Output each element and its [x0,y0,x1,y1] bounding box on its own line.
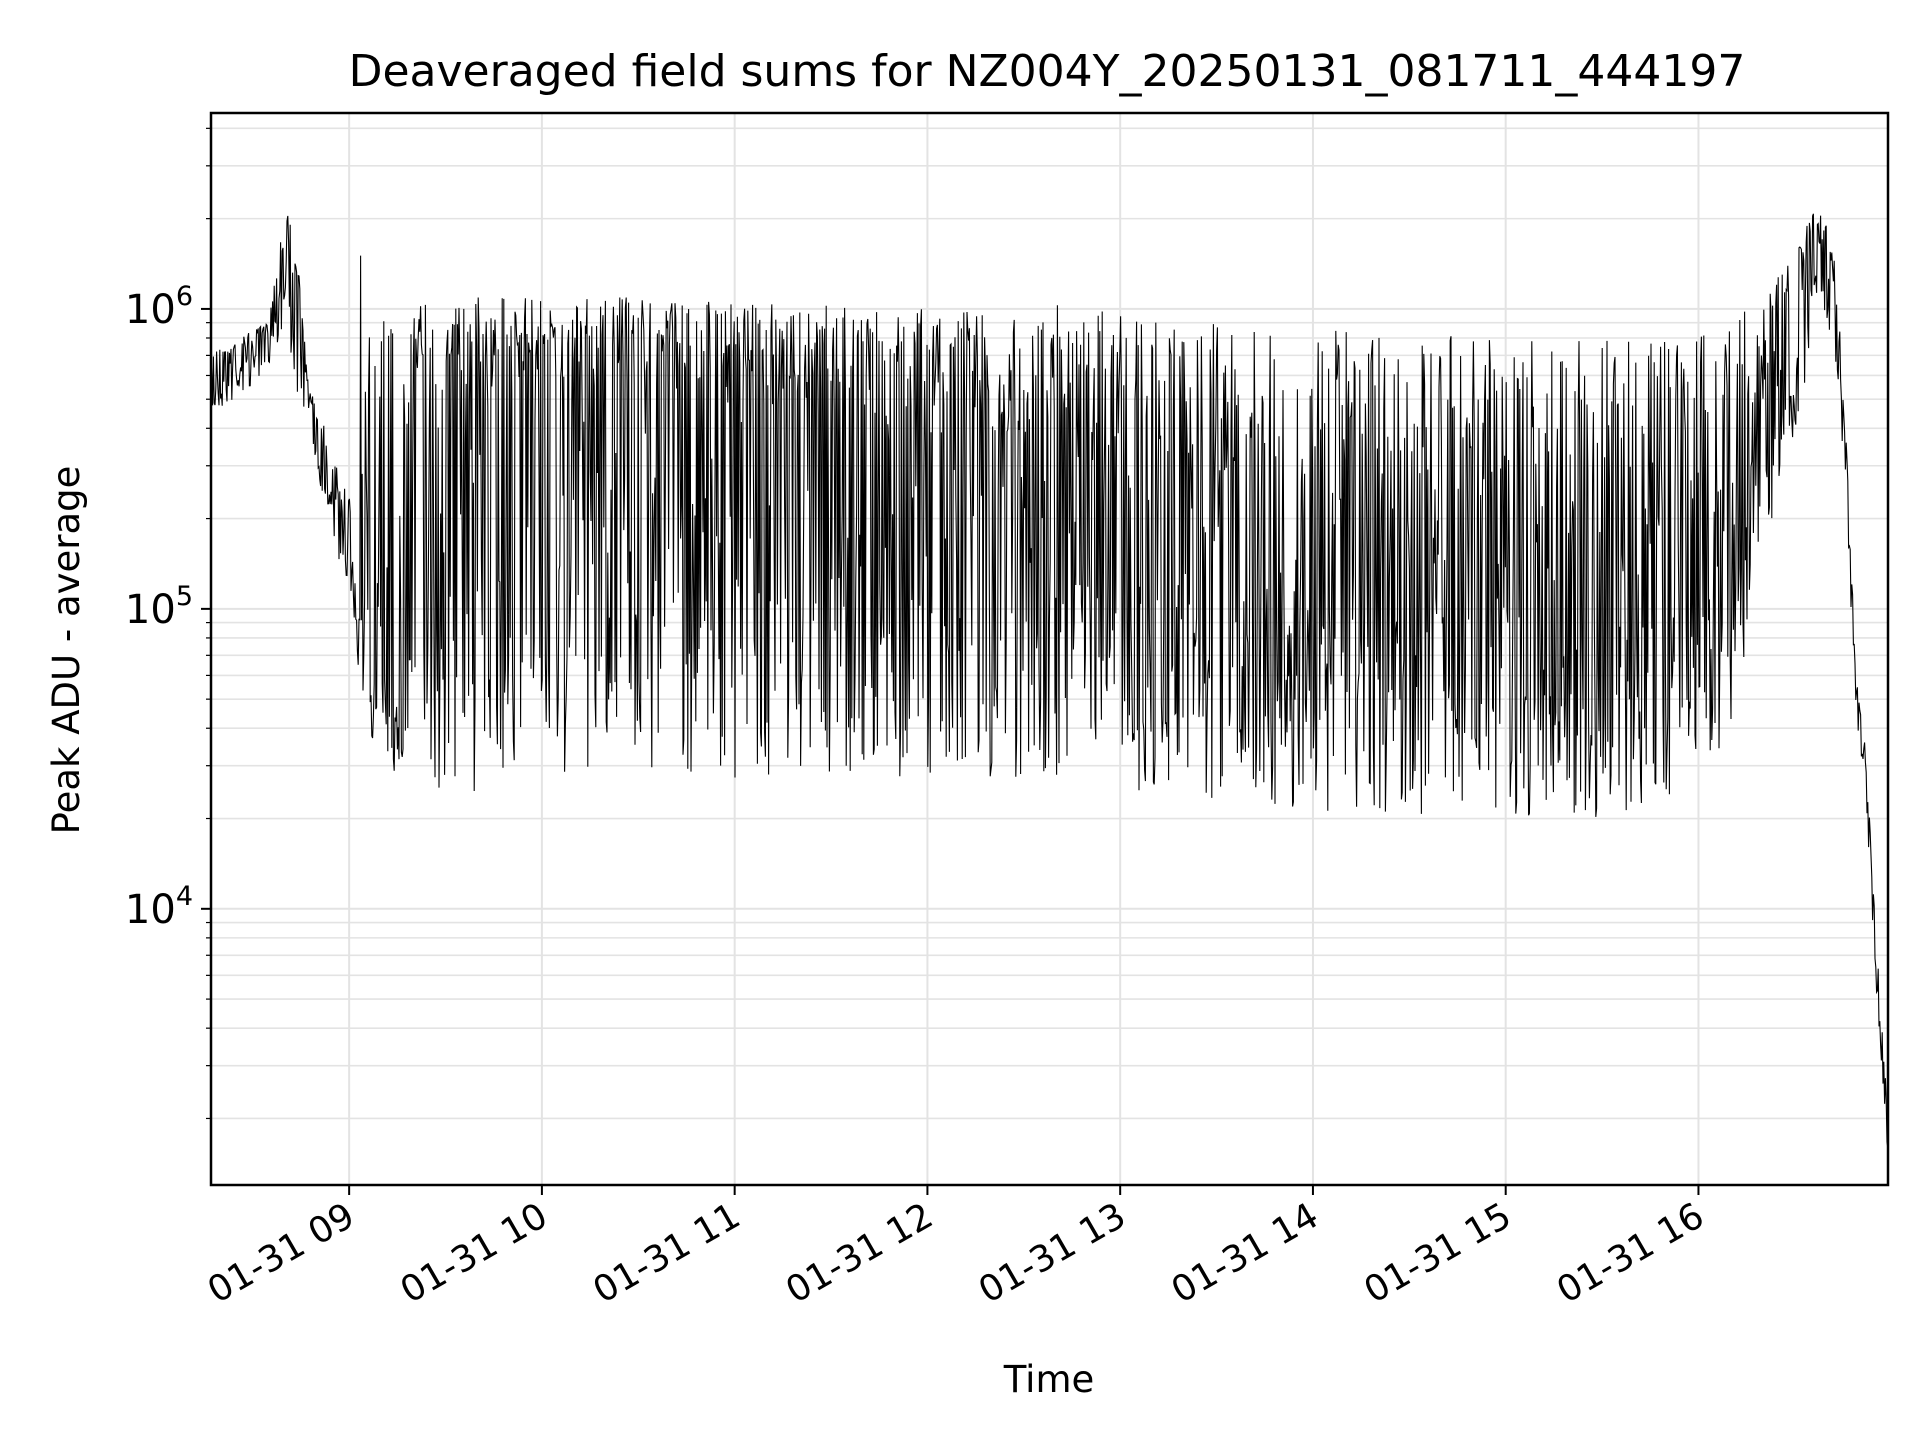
data-layer [210,213,1889,1148]
y-tick-exponent: 4 [176,881,193,912]
y-axis-label: Peak ADU - average [45,466,88,835]
x-axis-label: Time [1003,1358,1095,1401]
y-tick-base: 10 [125,887,176,933]
y-tick-exponent: 5 [176,581,193,612]
y-tick-base: 10 [125,287,176,333]
plot-area-frame [209,111,1890,1187]
y-tick-label: 106 [125,281,193,333]
y-tick-base: 10 [125,587,176,633]
y-tick-label: 105 [125,581,193,633]
chart-title: Deaveraged field sums for NZ004Y_2025013… [349,46,1746,97]
y-tick-exponent: 6 [176,281,193,312]
series-line [210,213,1889,1148]
y-tick-label: 104 [125,881,193,933]
